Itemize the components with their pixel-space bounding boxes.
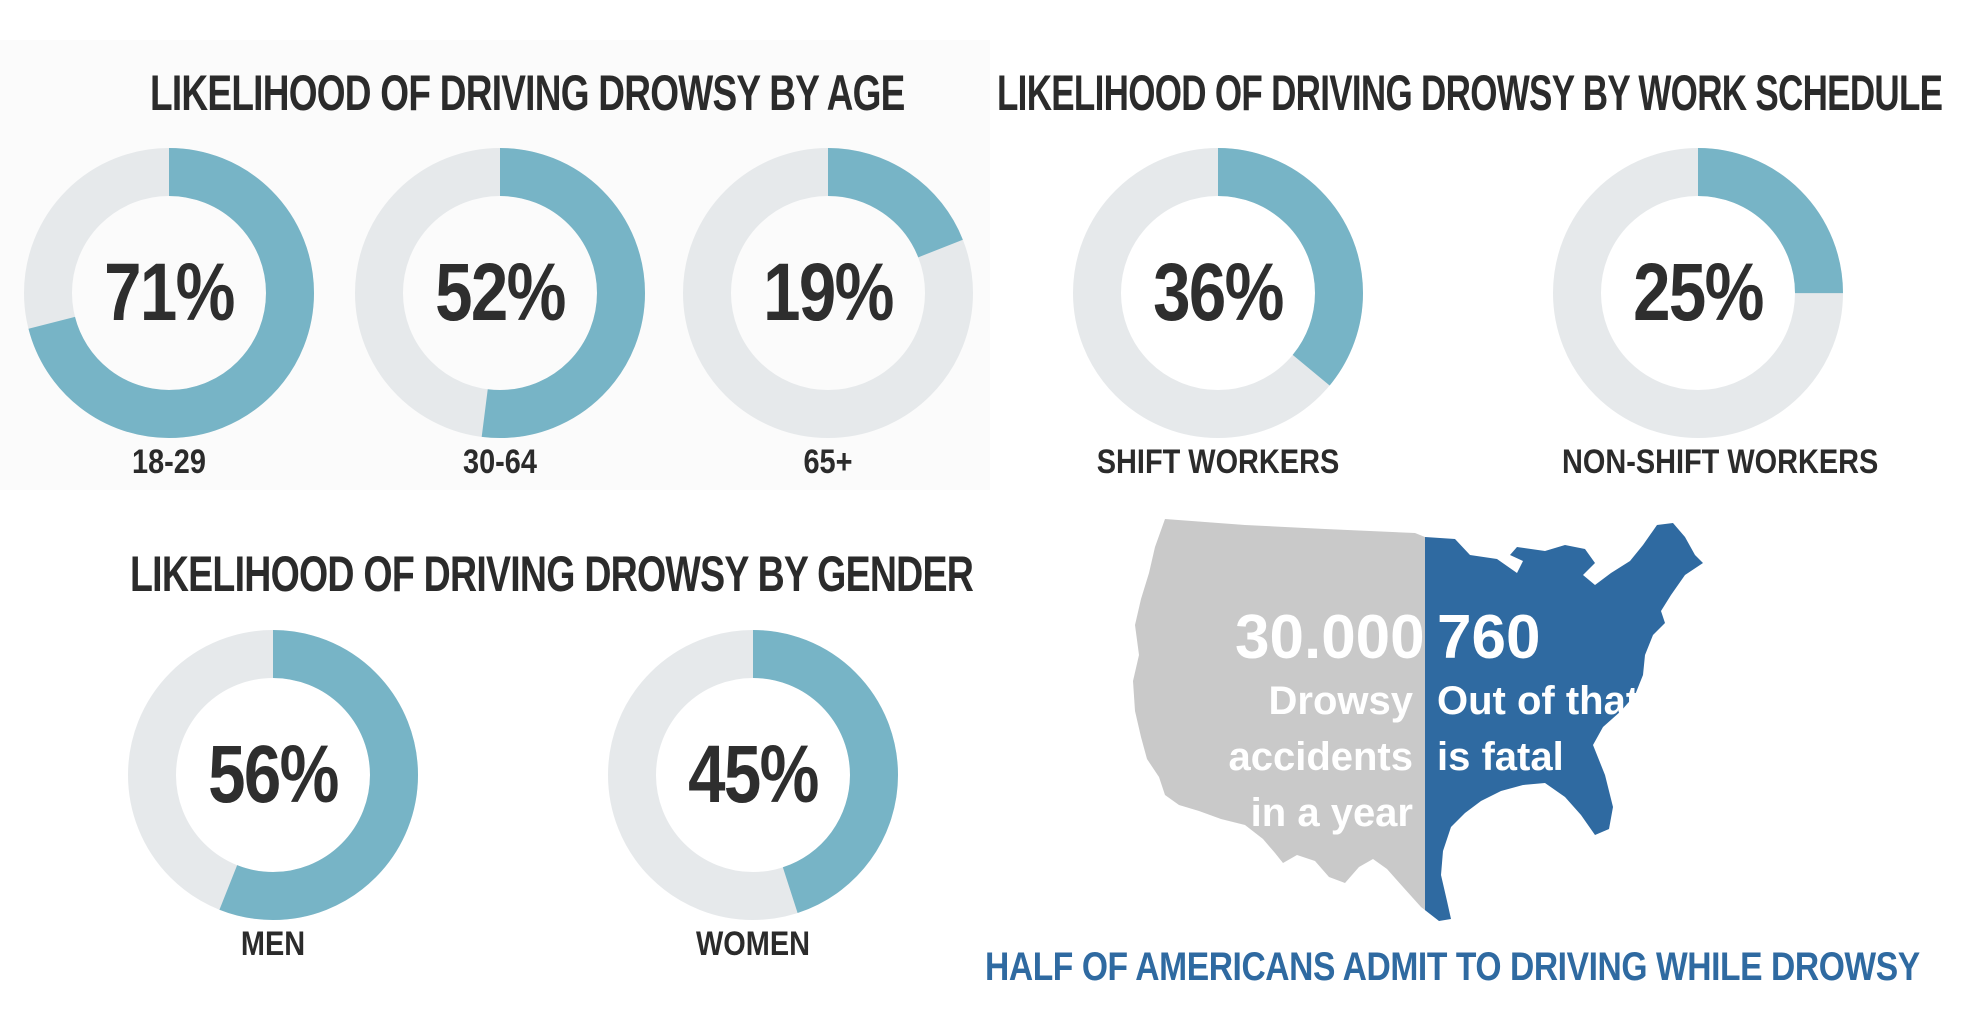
donut-value-arc [608,630,898,920]
donut-svg [128,630,418,920]
donut-percent-label: 71% [104,247,235,338]
donut-percent-label: 36% [1153,247,1284,338]
donut-age-18-29: 71% [24,148,314,438]
donut-men: 56% [128,630,418,920]
donut-age-65-plus: 19% [683,148,973,438]
donut-percent-label: 45% [688,729,819,820]
donut-svg [24,148,314,438]
category-label-women: WOMEN [696,925,810,963]
donut-svg [608,630,898,920]
donut-value-arc [355,148,645,438]
us-map-graphic: 30.000 Drowsy accidents in a year 760 Ou… [1125,515,1805,935]
category-label-18-29: 18-29 [132,443,206,481]
gender-chart-title: LIKELIHOOD OF DRIVING DROWSY BY GENDER [130,546,974,602]
us-map-svg [1133,519,1703,921]
category-label-non-shift-workers: NON-SHIFT WORKERS [1562,443,1879,481]
fatal-caption-line-2: is fatal [1437,735,1564,779]
category-label-men: MEN [240,925,306,963]
donut-svg [683,148,973,438]
category-label-65-plus: 65+ [803,443,853,481]
category-label-shift-workers: SHIFT WORKERS [1096,443,1340,481]
donut-svg [1553,148,1843,438]
fatal-count: 760 [1437,603,1541,672]
donut-shift-workers: 36% [1073,148,1363,438]
donut-svg [355,148,645,438]
fatal-caption-line-1: Out of that [1437,679,1640,723]
age-chart-title: LIKELIHOOD OF DRIVING DROWSY BY AGE [150,65,905,121]
donut-svg [1073,148,1363,438]
donut-value-arc [1553,148,1843,438]
work-schedule-chart-title: LIKELIHOOD OF DRIVING DROWSY BY WORK SCH… [997,65,1943,121]
donut-value-arc [128,630,418,920]
accidents-count: 30.000 [1235,603,1425,672]
accidents-caption-line-2: accidents [1228,735,1413,779]
donut-percent-label: 52% [435,247,566,338]
donut-age-30-64: 52% [355,148,645,438]
donut-percent-label: 25% [1633,247,1764,338]
donut-value-arc [683,148,973,438]
accidents-caption-line-3: in a year [1250,791,1413,835]
donut-percent-label: 56% [208,729,339,820]
donut-non-shift-workers: 25% [1553,148,1843,438]
donut-value-arc [1073,148,1363,438]
donut-women: 45% [608,630,898,920]
donut-percent-label: 19% [763,247,894,338]
accidents-caption-line-1: Drowsy [1268,679,1414,723]
footer-headline: HALF OF AMERICANS ADMIT TO DRIVING WHILE… [985,945,1920,989]
category-label-30-64: 30-64 [463,443,537,481]
donut-value-arc [24,148,314,438]
